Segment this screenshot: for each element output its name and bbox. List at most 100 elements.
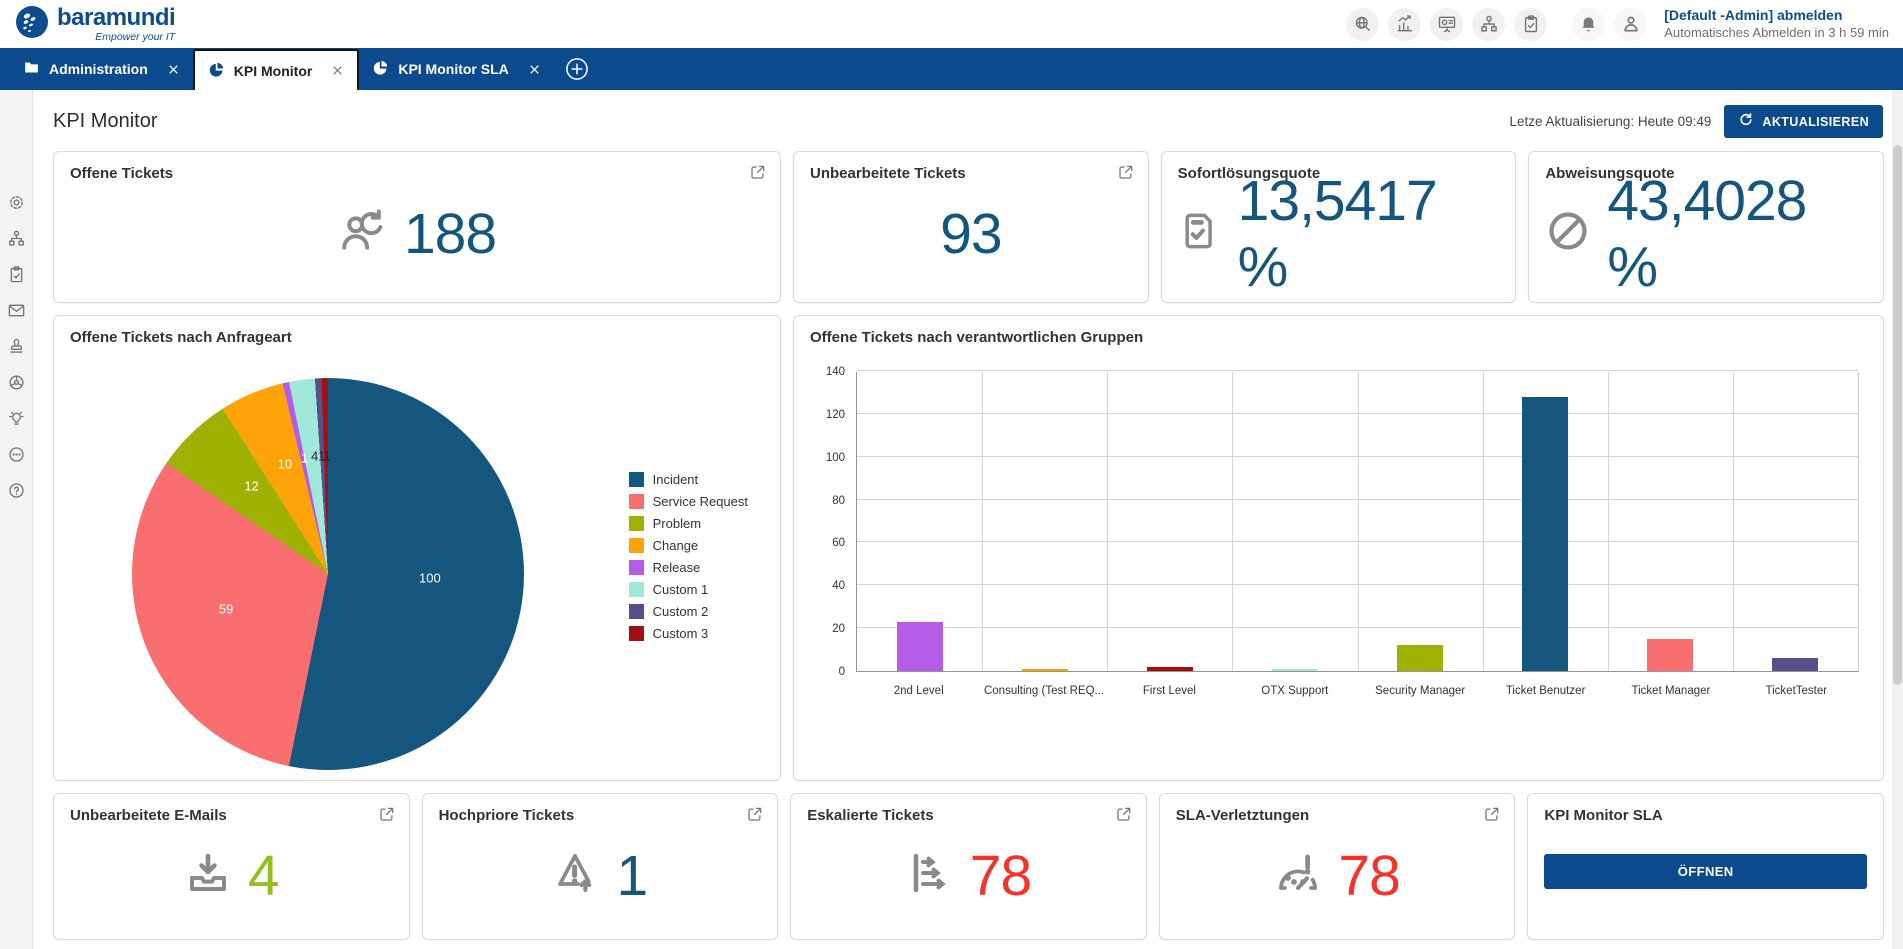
legend-label: Service Request [652, 493, 748, 509]
tab-close-icon[interactable] [331, 64, 344, 77]
external-link-icon[interactable] [1117, 163, 1135, 181]
kpi-value: 1 [616, 843, 649, 908]
card-unbearbeitete-tickets: Unbearbeitete Tickets 93 [793, 151, 1149, 303]
idea-bulb-icon[interactable] [7, 409, 26, 428]
statistics-icon[interactable] [1388, 7, 1422, 41]
pie-slice-label: 59 [218, 601, 234, 617]
external-link-icon[interactable] [749, 163, 767, 181]
bar-value-bar[interactable] [1647, 638, 1694, 671]
tab-label: KPI Monitor SLA [398, 61, 509, 77]
legend-swatch [628, 603, 644, 619]
pie-slice-label: 1 [300, 450, 309, 466]
tab-close-icon[interactable] [167, 63, 180, 76]
inbox-download-icon [184, 849, 232, 902]
dial-icon[interactable] [7, 373, 26, 392]
bar-category-label: Ticket Benutzer [1505, 685, 1586, 697]
user-icon[interactable] [1614, 7, 1648, 41]
legend-label: Custom 1 [652, 581, 709, 597]
escalation-icon [906, 849, 954, 902]
bar-grid-vline [1357, 372, 1359, 671]
tab-bar: Administration KPI Monitor KPI Monitor S… [0, 48, 1903, 90]
open-sla-button[interactable]: ÖFFNEN [1544, 854, 1867, 889]
external-link-icon[interactable] [746, 805, 764, 823]
bar-value-bar[interactable] [1397, 645, 1444, 671]
help-icon[interactable] [7, 481, 26, 500]
bar-value-bar[interactable] [896, 621, 943, 671]
org-structure-icon[interactable] [1472, 7, 1506, 41]
vertical-scrollbar[interactable] [1892, 90, 1903, 949]
legend-label: Custom 2 [652, 603, 709, 619]
bar-chart[interactable]: 0 20 40 60 80 100 120 140 2nd Level Consulting (… [826, 366, 1859, 697]
scrollbar-thumb[interactable] [1893, 145, 1902, 685]
external-link-icon[interactable] [378, 805, 396, 823]
legend-item: Custom 1 [628, 581, 748, 597]
baramundi-logo: baramundi Empower your IT [14, 4, 176, 45]
tab-label: KPI Monitor [233, 62, 313, 79]
refresh-button[interactable]: AKTUALISIEREN [1724, 105, 1883, 138]
legend-swatch [628, 581, 644, 597]
legend-label: Release [652, 559, 701, 575]
logout-link[interactable]: [Default -Admin] abmelden [1664, 7, 1843, 24]
legend-item: Release [628, 559, 748, 575]
tab-administration[interactable]: Administration [10, 48, 193, 90]
add-tab-button[interactable] [554, 48, 600, 90]
external-link-icon[interactable] [1115, 805, 1133, 823]
card-title: Offene Tickets [70, 165, 174, 182]
stamp-icon[interactable] [7, 337, 26, 356]
task-clipboard-icon[interactable] [1514, 7, 1548, 41]
bar-value-bar[interactable] [1522, 396, 1569, 671]
bar-category-label: TicketTester [1765, 685, 1828, 697]
legend-label: Incident [652, 471, 699, 487]
main-content: KPI Monitor Letze Aktualisierung: Heute … [33, 90, 1903, 940]
bar-category-label: Security Manager [1375, 685, 1466, 697]
pie-slice-label: 1 [318, 448, 326, 464]
sla-gauge-icon [1274, 849, 1322, 902]
bar-gridline [857, 370, 1858, 371]
bar-value-bar[interactable] [1271, 668, 1318, 671]
bar-y-tick-label: 0 [838, 666, 845, 678]
bar-value-bar[interactable] [1021, 668, 1068, 671]
card-hochpriore-tickets: Hochpriore Tickets 1 [421, 793, 779, 940]
dashboard-presentation-icon[interactable] [1430, 7, 1464, 41]
task-clipboard-icon[interactable] [7, 265, 26, 284]
card-title: Sofortlösungsquote [1177, 165, 1321, 182]
comments-icon[interactable] [7, 445, 26, 464]
bar-grid-vline [982, 372, 984, 671]
top-bar: baramundi Empower your IT [Default -Admi… [0, 0, 1903, 48]
card-title: Abweisungsquote [1545, 165, 1675, 182]
card-sofortloesungsquote: Sofortlösungsquote 13,5417 % [1160, 151, 1517, 303]
tab-kpi-monitor[interactable]: KPI Monitor [192, 49, 360, 90]
priority-warning-icon [553, 849, 601, 902]
baramundi-logo-icon [14, 4, 50, 45]
card-bar-chart: Offene Tickets nach verantwortlichen Gru… [793, 315, 1884, 781]
page-title: KPI Monitor [53, 110, 158, 132]
pie-chart[interactable]: 100 59 12 10 1 4 1 1 [132, 378, 524, 770]
legend-swatch [628, 625, 644, 641]
bar-value-bar[interactable] [1146, 666, 1193, 671]
bar-category-label: First Level [1142, 685, 1196, 697]
external-link-icon[interactable] [1483, 805, 1501, 823]
zoom-search-icon[interactable] [1346, 7, 1380, 41]
bar-chart-title: Offene Tickets nach verantwortlichen Gru… [810, 329, 1144, 346]
bar-y-tick-label: 80 [832, 494, 845, 507]
kpi-value: 43,4028 % [1607, 168, 1807, 299]
pie-legend: Incident Service Request Problem Change Rele… [628, 471, 748, 641]
card-title: SLA-Verletztungen [1175, 807, 1310, 824]
folder-icon [23, 59, 40, 79]
pie-slice-label: 4 [311, 448, 319, 464]
pie-chart-icon [372, 59, 389, 79]
card-unbearbeitete-emails: Unbearbeitete E-Mails 4 [53, 793, 410, 940]
mail-icon[interactable] [7, 301, 26, 320]
card-title: Eskalierte Tickets [807, 807, 934, 824]
pie-slice-label: 10 [277, 456, 293, 472]
bar-y-tick-label: 140 [825, 366, 845, 378]
org-structure-icon[interactable] [7, 229, 26, 248]
kpi-value: 4 [247, 843, 280, 908]
tab-kpi-monitor-sla[interactable]: KPI Monitor SLA [359, 48, 553, 90]
bell-icon[interactable] [1572, 7, 1606, 41]
settings-gear-icon[interactable] [7, 193, 26, 212]
card-title: Unbearbeitete Tickets [810, 165, 966, 182]
bar-value-bar[interactable] [1772, 658, 1819, 671]
legend-item: Problem [628, 515, 748, 531]
tab-close-icon[interactable] [528, 63, 541, 76]
